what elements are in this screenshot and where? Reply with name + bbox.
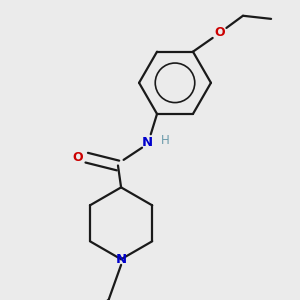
Text: H: H [160,134,169,147]
Text: O: O [73,151,83,164]
Text: O: O [214,26,225,39]
Text: N: N [116,253,127,266]
Text: N: N [142,136,153,148]
